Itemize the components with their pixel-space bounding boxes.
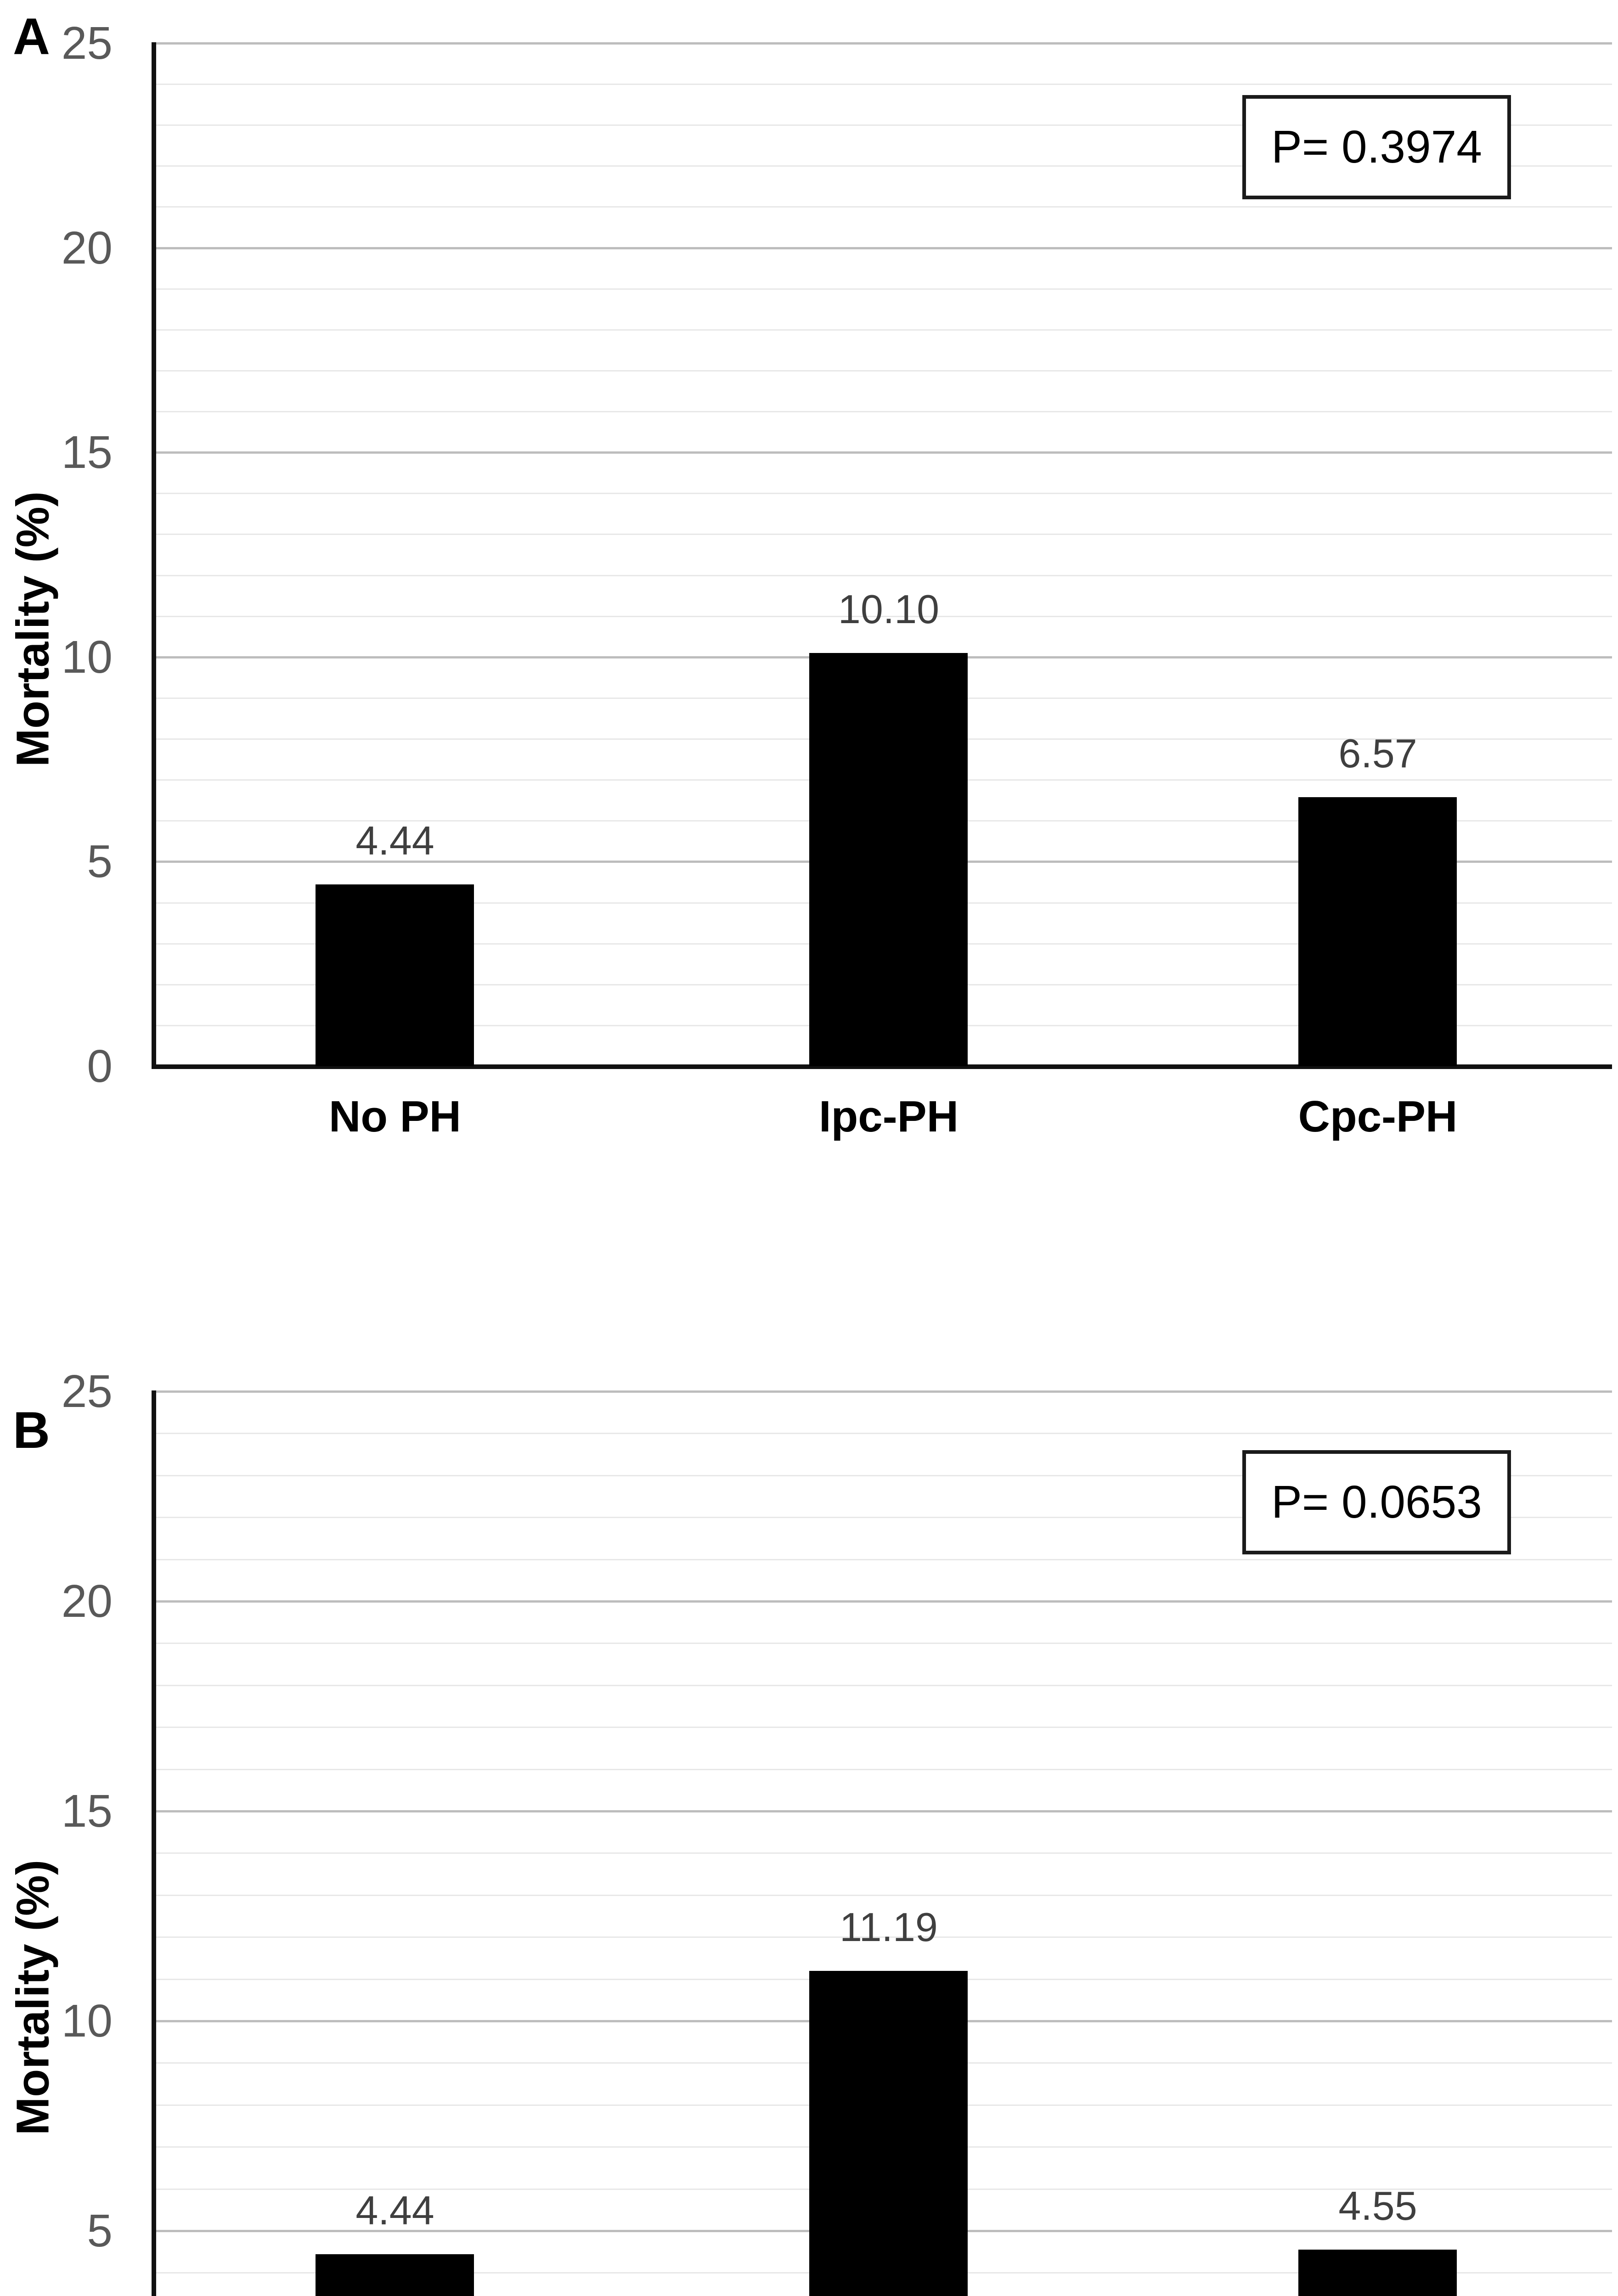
gridline-major bbox=[154, 1390, 1612, 1393]
gridline-minor bbox=[154, 534, 1612, 535]
gridline-minor bbox=[154, 411, 1612, 412]
p-value-text: P= 0.0653 bbox=[1271, 1476, 1482, 1528]
x-category-label: No PH bbox=[329, 1092, 461, 1141]
gridline-minor bbox=[154, 1433, 1612, 1434]
bar-ph-severe bbox=[1298, 2250, 1457, 2296]
gridline-minor bbox=[154, 206, 1612, 208]
gridline-minor bbox=[154, 575, 1612, 576]
y-axis-line bbox=[152, 1390, 156, 2296]
y-tick-label: 0 bbox=[87, 1041, 113, 1092]
panel-a: A Mortality (%) 0 5 10 15 20 25 4.44 No PH 10.10 Ip… bbox=[7, 8, 1612, 1141]
p-value-text: P= 0.3974 bbox=[1271, 121, 1482, 173]
bar-value-label: 4.44 bbox=[355, 2188, 434, 2233]
x-axis-line bbox=[152, 1064, 1612, 1069]
y-tick-label: 5 bbox=[87, 2205, 113, 2257]
bar-ph-mild bbox=[809, 1971, 968, 2296]
gridline-major bbox=[154, 247, 1612, 249]
gridline-minor bbox=[154, 1769, 1612, 1770]
gridline-minor bbox=[154, 1727, 1612, 1728]
gridline-minor bbox=[154, 1895, 1612, 1896]
gridline-major bbox=[154, 1810, 1612, 1812]
bar-ipc-ph bbox=[809, 653, 968, 1066]
panel-letter: B bbox=[13, 1401, 50, 1459]
bar-no-ph bbox=[316, 2254, 474, 2296]
gridline-minor bbox=[154, 124, 1612, 126]
p-value-box: P= 0.0653 bbox=[1242, 1450, 1511, 1554]
gridline-minor bbox=[154, 1685, 1612, 1686]
bar-value-label: 4.44 bbox=[355, 818, 434, 863]
gridline-minor bbox=[154, 1559, 1612, 1560]
y-axis-title: Mortality (%) bbox=[7, 491, 59, 767]
gridline-minor bbox=[154, 1475, 1612, 1476]
bar-value-label: 6.57 bbox=[1338, 731, 1417, 776]
x-category-label: Cpc-PH bbox=[1298, 1092, 1458, 1141]
gridline-minor bbox=[154, 329, 1612, 331]
y-tick-label: 15 bbox=[61, 427, 113, 478]
bar-value-label: 10.10 bbox=[838, 586, 940, 632]
gridline-major bbox=[154, 42, 1612, 45]
y-tick-label: 5 bbox=[87, 836, 113, 887]
gridline-minor bbox=[154, 1936, 1612, 1938]
bar-value-label: 4.55 bbox=[1338, 2183, 1417, 2228]
bar-cpc-ph bbox=[1298, 797, 1457, 1066]
gridline-minor bbox=[154, 1852, 1612, 1854]
p-value-box: P= 0.3974 bbox=[1242, 95, 1511, 199]
y-tick-label: 25 bbox=[61, 1366, 113, 1417]
bar-no-ph bbox=[316, 884, 474, 1066]
y-tick-label: 10 bbox=[61, 1995, 113, 2047]
gridline-major bbox=[154, 1600, 1612, 1603]
y-tick-label: 15 bbox=[61, 1785, 113, 1837]
y-tick-label: 20 bbox=[61, 1576, 113, 1627]
gridline-minor bbox=[154, 370, 1612, 371]
gridline-minor bbox=[154, 165, 1612, 167]
gridline-minor bbox=[154, 493, 1612, 494]
gridline-minor bbox=[154, 288, 1612, 290]
gridline-major bbox=[154, 451, 1612, 454]
x-category-label: Ipc-PH bbox=[818, 1092, 959, 1141]
gridline-minor bbox=[154, 84, 1612, 85]
gridline-minor bbox=[154, 616, 1612, 617]
y-tick-label: 25 bbox=[61, 17, 113, 69]
gridline-minor bbox=[154, 1643, 1612, 1644]
panel-letter: A bbox=[13, 8, 50, 65]
y-axis-title: Mortality (%) bbox=[7, 1860, 59, 2135]
y-axis-line bbox=[152, 42, 156, 1068]
y-tick-label: 20 bbox=[61, 222, 113, 274]
bar-value-label: 11.19 bbox=[840, 1904, 938, 1950]
gridline-minor bbox=[154, 1517, 1612, 1518]
y-tick-label: 10 bbox=[61, 631, 113, 683]
